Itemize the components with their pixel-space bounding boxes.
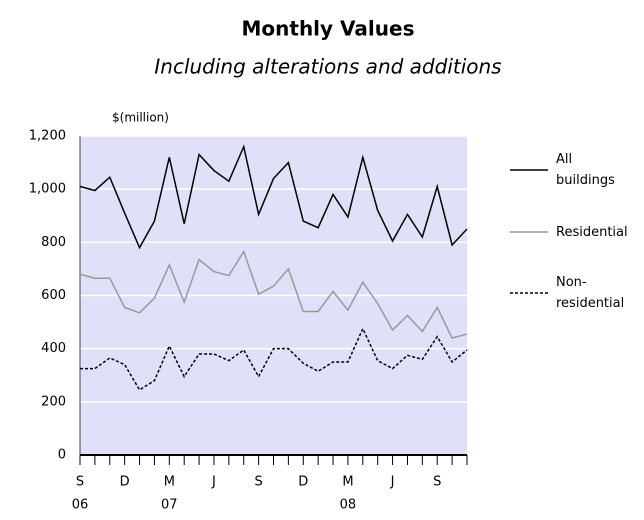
- series-line: [80, 326, 468, 391]
- y-tick-label: 800: [41, 235, 66, 250]
- legend-label: All buildings: [556, 152, 615, 188]
- x-tick-label: S: [254, 475, 262, 490]
- y-tick-label: 400: [41, 341, 66, 356]
- x-tick-label: S: [76, 475, 84, 490]
- legend-label: Non-residential: [556, 275, 625, 311]
- x-tick-label: M: [342, 475, 353, 490]
- y-tick-label: 1,000: [29, 182, 66, 197]
- chart-subtitle: Including alterations and additions: [154, 55, 501, 79]
- y-unit-label: $(million): [112, 111, 169, 125]
- x-year-label: 06: [72, 498, 89, 513]
- series-line: [79, 144, 468, 250]
- x-tick-label: J: [211, 475, 216, 490]
- x-tick-label: J: [390, 475, 395, 490]
- x-year-label: 07: [161, 498, 178, 513]
- x-tick-label: D: [120, 475, 130, 490]
- legend-label: Residential: [556, 224, 628, 240]
- y-tick-label: 600: [41, 288, 66, 303]
- x-year-label: 08: [340, 498, 357, 513]
- y-tick-label: 1,200: [29, 129, 66, 144]
- chart-title: Monthly Values: [242, 17, 415, 41]
- x-tick-label: D: [298, 475, 308, 490]
- x-tick-label: S: [433, 475, 441, 490]
- y-tick-label: 0: [58, 448, 66, 463]
- x-tick-label: M: [164, 475, 175, 490]
- y-tick-label: 200: [41, 394, 66, 409]
- series-line: [79, 249, 468, 339]
